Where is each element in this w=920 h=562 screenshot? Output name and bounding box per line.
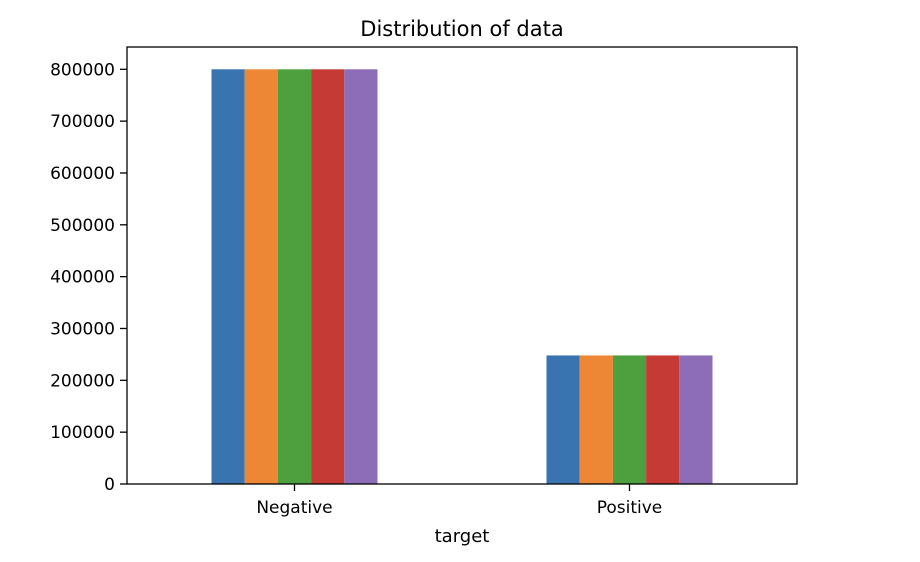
plot-frame xyxy=(126,46,798,485)
y-tick-label: 800000 xyxy=(50,60,115,80)
y-tick-label: 300000 xyxy=(50,319,115,339)
y-tick-label: 200000 xyxy=(50,371,115,391)
bar-positive-series-5 xyxy=(679,355,713,484)
bar-positive-series-4 xyxy=(646,355,680,484)
bar-negative-series-3 xyxy=(277,69,312,484)
y-tick-label: 600000 xyxy=(50,164,115,184)
bar-positive-series-3 xyxy=(612,355,647,484)
y-tick-label: 0 xyxy=(104,475,115,495)
x-axis: Negative Positive xyxy=(256,484,662,518)
bar-negative-series-1 xyxy=(211,69,245,484)
y-tick-label: 100000 xyxy=(50,423,115,443)
bars-layer xyxy=(211,69,713,484)
plot-area xyxy=(126,46,798,485)
chart-title: Distribution of data xyxy=(360,17,563,41)
y-tick-label: 700000 xyxy=(50,112,115,132)
x-tick-label-positive: Positive xyxy=(597,498,663,518)
y-axis: 0 100000 200000 300000 400000 500000 600000 700… xyxy=(50,60,127,495)
bar-positive-series-1 xyxy=(546,355,580,484)
bar-negative-series-4 xyxy=(311,69,345,484)
x-axis-label: target xyxy=(435,526,490,547)
bar-positive-series-2 xyxy=(579,355,613,484)
bar-negative-series-2 xyxy=(244,69,278,484)
y-tick-label: 500000 xyxy=(50,216,115,236)
y-tick-label: 400000 xyxy=(50,268,115,288)
bar-negative-series-5 xyxy=(344,69,378,484)
x-tick-label-negative: Negative xyxy=(256,498,332,518)
